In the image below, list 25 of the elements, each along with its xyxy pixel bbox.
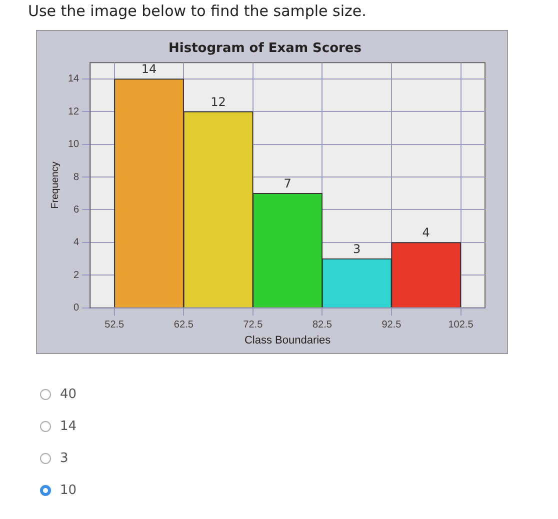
- y-tick-label: 4: [74, 237, 80, 248]
- chart-title: Histogram of Exam Scores: [168, 41, 362, 56]
- x-tick-label: 102.5: [448, 320, 474, 331]
- x-axis-title: Class Boundaries: [244, 334, 332, 346]
- y-tick-label: 8: [74, 172, 80, 183]
- y-tick-label: 6: [74, 204, 80, 216]
- x-tick-label: 52.5: [104, 320, 125, 331]
- x-tick-label: 82.5: [312, 320, 332, 331]
- y-tick-label: 2: [74, 270, 80, 281]
- data-label: 14: [141, 62, 157, 76]
- x-tick-label: 72.5: [243, 320, 264, 331]
- y-tick-label: 14: [68, 74, 80, 85]
- x-tick-label: 62.5: [174, 320, 194, 331]
- text: 40: [60, 386, 77, 402]
- data-label: 12: [210, 94, 226, 109]
- x-tick-label: 92.5: [382, 320, 402, 331]
- y-axis-title: Frequency: [50, 162, 61, 209]
- data-label: 3: [353, 242, 361, 256]
- data-label: 7: [284, 176, 292, 190]
- text: 3: [60, 450, 68, 466]
- y-tick-label: 0: [74, 302, 80, 314]
- text: Use the image below to find the sample size.: [28, 2, 366, 20]
- y-tick-label: 12: [68, 106, 80, 118]
- data-label: 4: [422, 226, 430, 240]
- y-tick-label: 10: [68, 139, 80, 150]
